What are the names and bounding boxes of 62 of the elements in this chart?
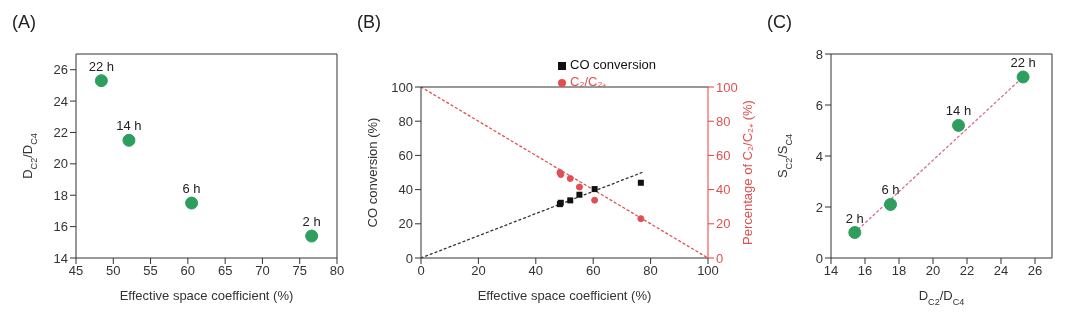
x-tick-label: 16 <box>857 263 873 279</box>
x-tick-label: 55 <box>143 263 158 279</box>
annotation: 14 h <box>116 118 142 134</box>
x-tick-label: 24 <box>993 263 1009 279</box>
x-tick-label: 20 <box>471 263 486 279</box>
x-axis-title: Effective space coefficient (%) <box>477 288 652 303</box>
x-tick-label: 75 <box>292 263 307 279</box>
x-tick-label: 50 <box>106 263 121 279</box>
y-tick-label: 26 <box>53 62 68 78</box>
chart-title: (B) <box>357 12 381 33</box>
x-tick-label: 26 <box>1027 263 1043 279</box>
x-tick-label: 60 <box>585 263 601 279</box>
annotation: 22 h <box>88 58 115 74</box>
y-tick-label: 40 <box>398 182 413 198</box>
y2-tick-label: 20 <box>716 216 731 232</box>
x-tick-label: 80 <box>643 263 658 279</box>
y-tick-label: 60 <box>398 148 413 164</box>
annotation: 2 h <box>302 214 321 230</box>
x-tick-label: 65 <box>217 263 233 279</box>
x-tick-label: 22 <box>959 263 975 279</box>
annotation: 6 h <box>881 182 900 198</box>
y-tick-label: 4 <box>815 148 823 164</box>
legend-label: C₂/C₂₊ <box>570 74 607 89</box>
y-tick-label: 2 <box>815 199 823 215</box>
y2-tick-label: 60 <box>716 148 731 164</box>
x-tick-label: 0 <box>417 263 425 279</box>
y2-tick-label: 40 <box>716 182 731 198</box>
y-tick-label: 100 <box>391 79 413 95</box>
annotation: 6 h <box>182 181 201 197</box>
y-tick-label: 22 <box>53 125 68 141</box>
y2-tick-label: 100 <box>716 79 738 95</box>
y-tick-label: 0 <box>405 250 413 266</box>
y2-tick-label: 0 <box>716 250 724 266</box>
x-tick-label: 18 <box>891 263 907 279</box>
y-tick-label: 14 <box>53 250 68 266</box>
y-tick-label: 18 <box>53 187 68 203</box>
x-tick-label: 100 <box>697 263 719 279</box>
y2-tick-label: 80 <box>716 113 731 129</box>
y-tick-label: 20 <box>398 216 413 232</box>
chart-title: (A) <box>12 12 36 33</box>
x-tick-label: 40 <box>528 263 544 279</box>
y-tick-label: 16 <box>53 219 68 235</box>
legend-label: CO conversion <box>570 57 656 72</box>
annotation: 14 h <box>945 103 972 119</box>
annotation: 22 h <box>1010 54 1036 70</box>
annotation: 2 h <box>845 210 864 226</box>
x-axis-title: Effective space coefficient (%) <box>119 288 294 303</box>
x-tick-label: 80 <box>329 263 345 279</box>
y-tick-label: 8 <box>815 46 823 62</box>
x-tick-label: 70 <box>255 263 270 279</box>
y-axis-title: CO conversion (%) <box>365 117 380 228</box>
x-tick-label: 60 <box>180 263 196 279</box>
y2-axis-title: Percentage of C₂/C₂₊ (%) <box>740 100 755 245</box>
y-tick-label: 80 <box>398 113 413 129</box>
y-tick-label: 20 <box>53 156 68 172</box>
x-axis-title: D$_{C2}$/D$_{C4}$ <box>918 288 965 307</box>
y-tick-label: 6 <box>815 97 823 113</box>
x-tick-label: 45 <box>68 263 84 279</box>
x-tick-label: 20 <box>925 263 941 279</box>
chart-title: (C) <box>767 12 792 33</box>
y-tick-label: 0 <box>815 250 823 266</box>
y-tick-label: 24 <box>53 93 68 109</box>
